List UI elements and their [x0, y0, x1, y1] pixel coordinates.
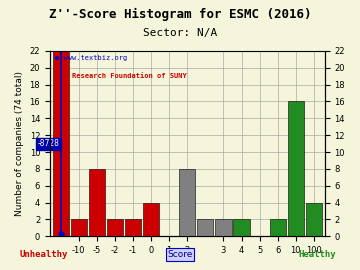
Text: The Research Foundation of SUNY: The Research Foundation of SUNY [55, 73, 187, 79]
Text: Unhealthy: Unhealthy [19, 250, 67, 259]
Bar [233, 220, 249, 236]
Bar [179, 169, 195, 236]
Text: Healthy: Healthy [298, 250, 336, 259]
Bar [125, 220, 141, 236]
Bar [107, 220, 123, 236]
Bar [53, 51, 69, 236]
Bar [71, 220, 87, 236]
Bar [306, 202, 322, 236]
Text: Sector: N/A: Sector: N/A [143, 28, 217, 38]
Y-axis label: Number of companies (74 total): Number of companies (74 total) [15, 71, 24, 216]
Bar [270, 220, 286, 236]
Bar [215, 220, 231, 236]
Bar [197, 220, 213, 236]
Bar [89, 169, 105, 236]
Bar [143, 202, 159, 236]
Text: Z''-Score Histogram for ESMC (2016): Z''-Score Histogram for ESMC (2016) [49, 8, 311, 21]
Text: Score: Score [167, 250, 193, 259]
Bar [288, 102, 304, 236]
Text: -8728: -8728 [38, 139, 60, 148]
Text: ● www.textbiz.org: ● www.textbiz.org [55, 55, 128, 60]
